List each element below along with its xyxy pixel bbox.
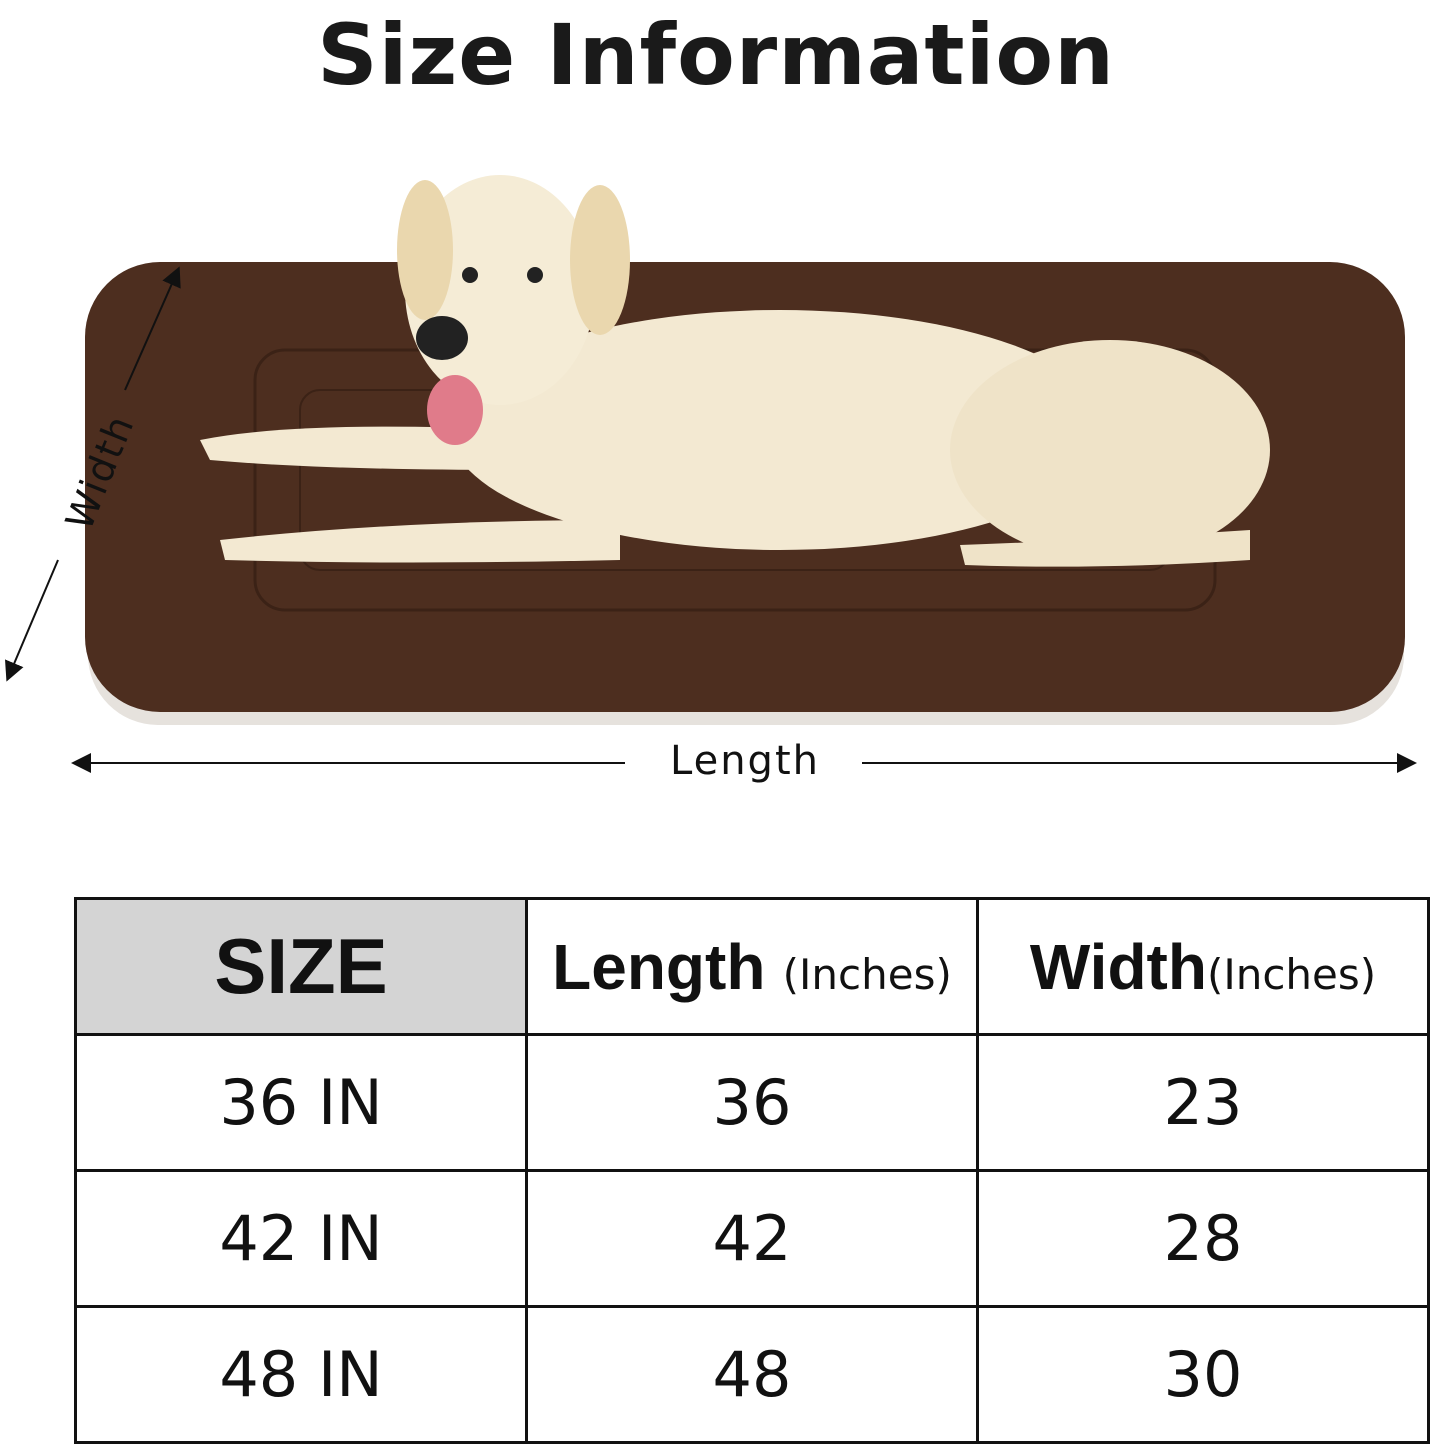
table-header-row: SIZE Length (Inches) Width(Inches): [74, 897, 1430, 1036]
header-width: Width(Inches): [976, 897, 1430, 1036]
size-table: SIZE Length (Inches) Width(Inches) 36 IN…: [74, 897, 1430, 1444]
cell-length: 48: [525, 1305, 979, 1444]
dog-image: [200, 175, 1270, 567]
page-title: Size Information: [317, 6, 1115, 104]
cell-width: 23: [976, 1033, 1430, 1172]
header-size: SIZE: [74, 897, 528, 1036]
cell-length: 36: [525, 1033, 979, 1172]
header-length-unit: (Inches): [782, 949, 952, 999]
cell-width: 28: [976, 1169, 1430, 1308]
table-row: 42 IN 42 28: [74, 1169, 1430, 1308]
cell-size: 42 IN: [74, 1169, 528, 1308]
dog-bed-illustration: [5, 175, 1417, 773]
table-row: 36 IN 36 23: [74, 1033, 1430, 1172]
header-length-label: Length: [552, 930, 766, 1003]
width-arrow-top: [124, 266, 181, 391]
header-width-label: Width: [1029, 930, 1207, 1003]
cell-size: 36 IN: [74, 1033, 528, 1172]
cell-size: 48 IN: [74, 1305, 528, 1444]
table-row: 48 IN 48 30: [74, 1305, 1430, 1444]
width-arrow-bottom: [5, 559, 59, 682]
cell-length: 42: [525, 1169, 979, 1308]
header-length: Length (Inches): [525, 897, 979, 1036]
length-label: Length: [670, 738, 820, 784]
header-width-unit: (Inches): [1206, 949, 1377, 999]
cell-width: 30: [976, 1305, 1430, 1444]
